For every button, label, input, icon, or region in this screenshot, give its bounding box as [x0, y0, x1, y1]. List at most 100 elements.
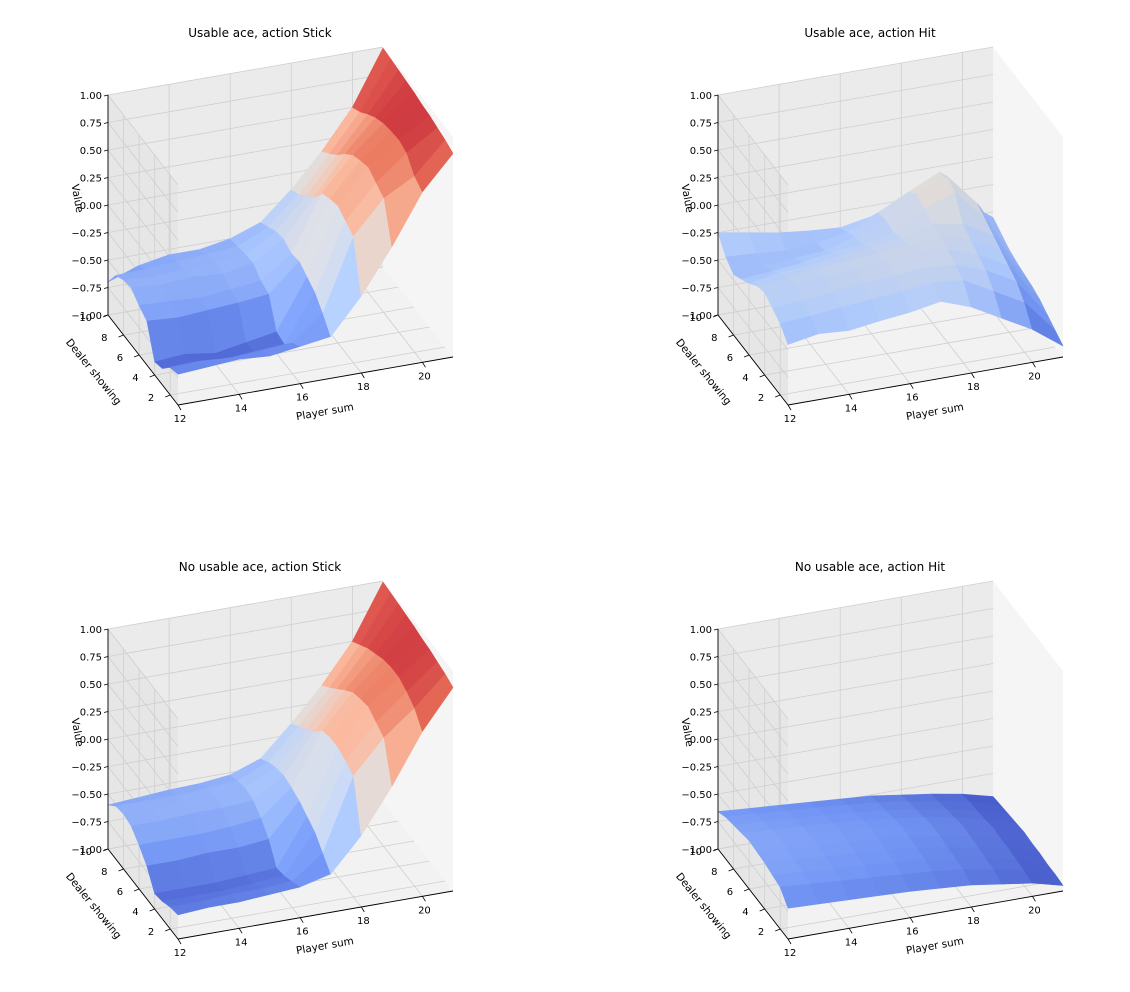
z-axis-label: Value: [69, 183, 86, 213]
y-tick-label: 6: [117, 353, 123, 364]
z-tick-mark: [103, 122, 109, 124]
chart-title: No usable ace, action Hit: [795, 560, 946, 574]
z-tick-label: −0.25: [71, 763, 102, 774]
surface-chart-1: −1.00 −0.75 −0.50 −0.25 0.00 0.25 0.50 0.75 1.00…: [63, 26, 454, 425]
x-tick-mark: [360, 906, 365, 913]
z-tick-mark: [103, 204, 109, 207]
chart-title: No usable ace, action Stick: [179, 560, 341, 574]
x-tick-label: 20: [1028, 905, 1041, 916]
x-tick-label: 16: [906, 393, 919, 404]
z-tick-label: 0.75: [80, 653, 102, 664]
x-tick-label: 14: [235, 937, 248, 948]
z-tick-label: 0.00: [690, 201, 712, 212]
x-tick-label: 20: [418, 905, 431, 916]
z-tick-label: −1.00: [71, 845, 102, 856]
z-tick-label: −0.50: [681, 790, 712, 801]
y-tick-label: 2: [758, 927, 764, 938]
z-tick-mark: [103, 149, 109, 152]
z-tick-label: 1.00: [690, 91, 712, 102]
x-tick-label: 20: [418, 371, 431, 382]
z-tick-label: 0.25: [690, 174, 712, 185]
right-pane: [993, 581, 1063, 891]
y-tick-mark: [759, 374, 765, 378]
x-axis-label: Player sum: [905, 935, 965, 957]
z-tick-label: 0.00: [690, 735, 712, 746]
x-tick-label: 18: [967, 916, 980, 927]
x-tick-label: 18: [357, 916, 370, 927]
y-tick-label: 4: [132, 373, 138, 384]
z-tick-mark: [713, 94, 719, 97]
y-tick-mark: [712, 848, 719, 852]
z-tick-label: 0.00: [80, 201, 102, 212]
y-tick-label: 8: [711, 333, 717, 344]
z-tick-label: −1.00: [71, 311, 102, 322]
y-tick-label: 4: [742, 373, 748, 384]
y-tick-mark: [743, 354, 750, 358]
y-tick-mark: [102, 314, 109, 318]
y-tick-mark: [165, 394, 171, 398]
z-tick-mark: [103, 94, 109, 97]
x-tick-mark: [848, 394, 853, 400]
surface-chart-3: −1.00 −0.75 −0.50 −0.25 0.00 0.25 0.50 0.75 1.00…: [63, 560, 454, 959]
y-axis-line: [107, 314, 179, 406]
x-tick-label: 16: [296, 927, 309, 938]
y-tick-mark: [118, 334, 124, 338]
y-tick-mark: [728, 334, 734, 338]
x-tick-mark: [177, 404, 182, 411]
z-tick-mark: [103, 711, 109, 713]
x-axis-label: Player sum: [295, 401, 355, 423]
y-tick-label: 8: [711, 867, 717, 878]
z-tick-mark: [713, 122, 719, 124]
x-axis-line: [787, 890, 1064, 940]
z-tick-mark: [103, 628, 109, 631]
y-tick-label: 6: [117, 887, 123, 898]
y-axis-label: Dealer showing: [63, 871, 124, 942]
z-tick-mark: [713, 711, 719, 713]
x-tick-mark: [787, 404, 792, 411]
y-tick-mark: [775, 394, 781, 398]
x-tick-mark: [299, 383, 304, 389]
x-tick-mark: [360, 372, 365, 379]
y-tick-mark: [712, 314, 719, 318]
chart-title: Usable ace, action Stick: [188, 26, 332, 40]
x-tick-mark: [299, 917, 304, 923]
y-tick-label: 10: [79, 313, 92, 324]
y-tick-mark: [759, 908, 765, 912]
z-tick-mark: [713, 821, 719, 823]
x-tick-mark: [422, 362, 426, 368]
y-tick-label: 10: [689, 313, 702, 324]
y-tick-label: 8: [101, 333, 107, 344]
z-tick-label: 0.75: [690, 653, 712, 664]
z-tick-label: −0.25: [681, 763, 712, 774]
z-tick-label: −1.00: [681, 845, 712, 856]
x-tick-label: 12: [174, 948, 187, 959]
y-tick-label: 2: [758, 393, 764, 404]
x-tick-mark: [787, 938, 792, 945]
surface-chart-4: −1.00 −0.75 −0.50 −0.25 0.00 0.25 0.50 0.75 1.00…: [673, 560, 1064, 959]
z-tick-mark: [713, 656, 719, 658]
z-tick-label: 0.75: [690, 119, 712, 130]
y-tick-mark: [743, 888, 750, 892]
z-tick-mark: [713, 793, 719, 796]
x-axis-line: [787, 356, 1064, 406]
x-tick-mark: [238, 394, 243, 400]
y-axis-label: Dealer showing: [673, 871, 734, 942]
x-axis-label: Player sum: [295, 935, 355, 957]
x-axis-line: [177, 356, 454, 406]
x-tick-mark: [848, 928, 853, 934]
z-tick-mark: [713, 683, 719, 686]
x-tick-label: 20: [1028, 371, 1041, 382]
z-tick-mark: [713, 177, 719, 179]
z-tick-label: 0.75: [80, 119, 102, 130]
x-tick-mark: [970, 906, 975, 913]
z-tick-mark: [103, 287, 109, 289]
z-tick-mark: [103, 177, 109, 179]
y-tick-label: 6: [727, 353, 733, 364]
z-tick-mark: [713, 628, 719, 631]
x-tick-label: 16: [296, 393, 309, 404]
surface-patch: [414, 673, 454, 732]
x-tick-label: 14: [845, 403, 858, 414]
z-tick-label: 0.25: [80, 174, 102, 185]
y-axis-label: Dealer showing: [63, 337, 124, 408]
x-tick-label: 14: [845, 937, 858, 948]
